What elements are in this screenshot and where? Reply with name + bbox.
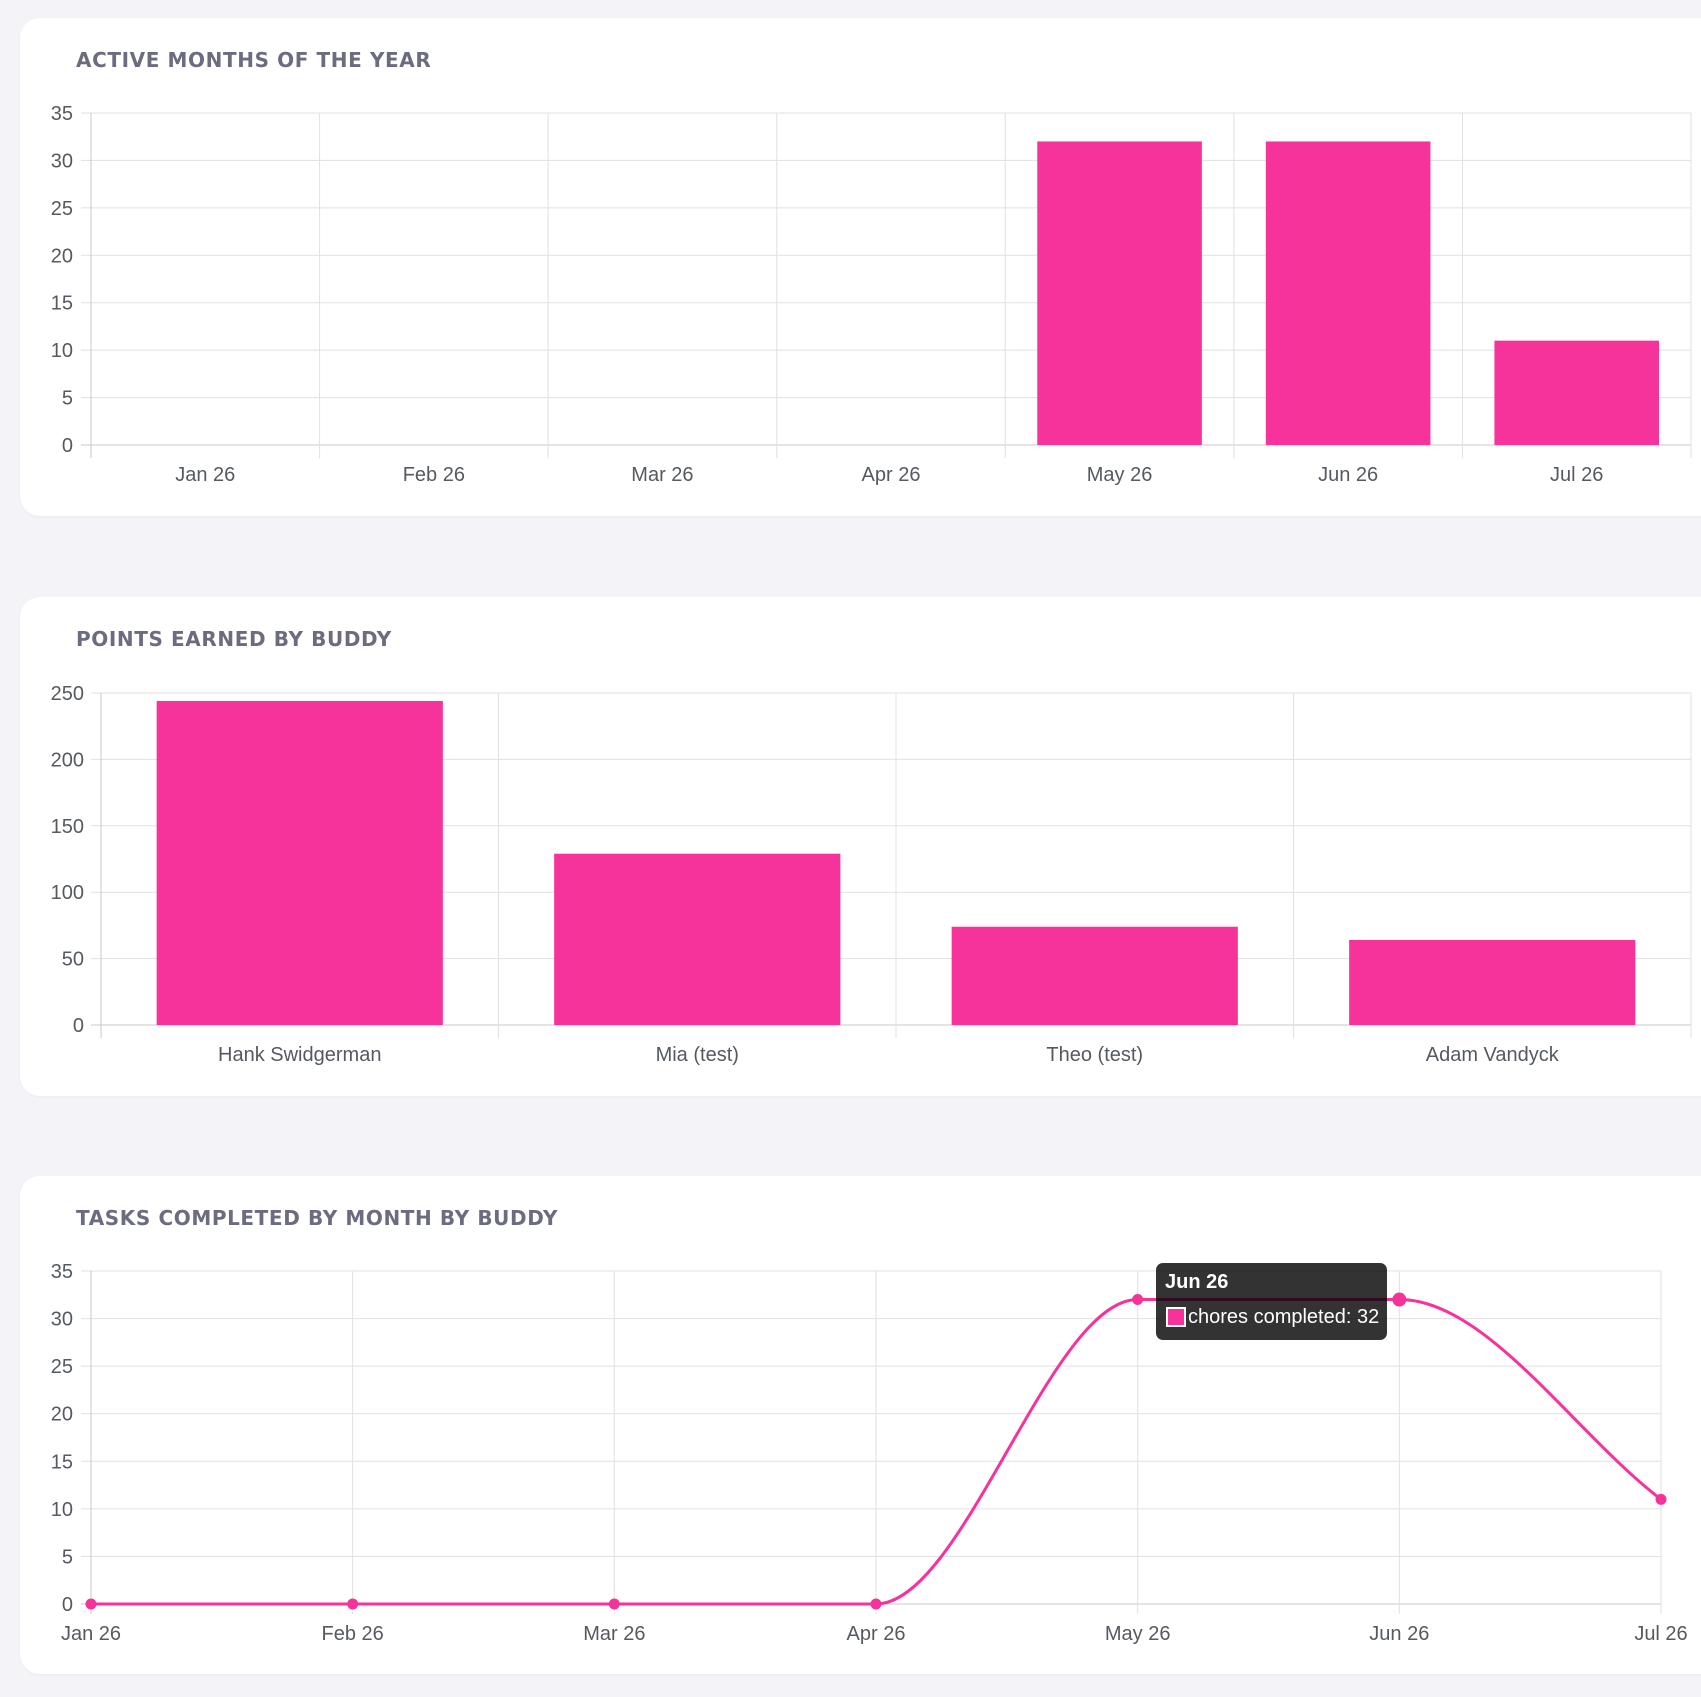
bar-adam-vandyck [1349,940,1636,1025]
x-tick-label: Jun 26 [1318,464,1378,486]
y-tick-label: 20 [51,245,73,267]
y-tick-label: 15 [51,293,73,315]
tasks-completed-card: TASKS COMPLETED BY MONTH BY BUDDY 0 5 10 15… [20,1176,1701,1674]
x-tick-label: Jan 26 [175,464,235,486]
x-tick-label: Adam Vandyck [1426,1044,1560,1066]
data-point-jun-26 [1392,1292,1407,1307]
tooltip-color-swatch [1166,1307,1186,1327]
x-tick-label: May 26 [1105,1623,1171,1645]
bar-mia-test [554,853,841,1025]
y-tick-label: 250 [51,683,84,705]
data-point-mar-26 [608,1598,620,1610]
x-tick-label: Jun 26 [1369,1623,1429,1645]
y-tick-label: 20 [51,1404,73,1426]
x-tick-label: Jan 26 [61,1623,121,1645]
y-tick-label: 100 [51,882,84,904]
y-tick-label: 35 [51,103,73,125]
y-tick-label: 30 [51,1309,73,1331]
x-tick-label: Jul 26 [1550,464,1603,486]
y-tick-label: 5 [62,1546,73,1568]
x-tick-label: Feb 26 [403,464,465,486]
x-tick-label: Apr 26 [847,1623,906,1645]
data-point-may-26 [1132,1294,1144,1306]
tooltip-title: Jun 26 [1165,1271,1229,1293]
bar-theo-test [951,926,1238,1025]
y-tick-label: 10 [51,340,73,362]
x-tick-label: Apr 26 [862,464,921,486]
y-tick-label: 25 [51,1356,73,1378]
active-months-bar-chart: 0 5 10 15 20 25 30 35 Jan 26 Feb 26 Mar 26 Apr 26 Ma… [51,103,1692,486]
y-tick-label: 150 [51,816,84,838]
active-months-card: ACTIVE MONTHS OF THE YEAR 0 5 10 15 20 25 30 35… [20,18,1701,516]
bar-hank-swidgerman [156,700,443,1025]
data-point-apr-26 [870,1598,882,1610]
x-tick-label: May 26 [1087,464,1153,486]
bar-may-26 [1037,141,1202,445]
y-tick-label: 0 [62,1594,73,1616]
bar-jul-26 [1494,340,1659,445]
data-point-jan-26 [85,1598,97,1610]
x-tick-label: Hank Swidgerman [218,1044,381,1066]
chart-tooltip: Jun 26 chores completed: 32 [1156,1263,1387,1340]
x-tick-label: Mar 26 [583,1623,645,1645]
points-earned-card: POINTS EARNED BY BUDDY 0 50 100 150 200 250 Ha… [20,597,1701,1096]
y-tick-label: 10 [51,1499,73,1521]
y-tick-label: 0 [73,1015,84,1037]
y-tick-label: 50 [62,949,84,971]
y-tick-label: 25 [51,198,73,220]
tasks-completed-line-chart: 0 5 10 15 20 25 30 35 Jan 26 Feb 26 Mar 26 Apr 26 Ma… [51,1261,1688,1645]
data-point-jul-26 [1655,1493,1667,1505]
y-tick-label: 35 [51,1261,73,1283]
data-point-feb-26 [347,1598,359,1610]
points-earned-bar-chart: 0 50 100 150 200 250 Hank Swidgerman Mia (test)… [51,683,1692,1066]
chart-title: POINTS EARNED BY BUDDY [76,627,392,651]
y-tick-label: 30 [51,150,73,172]
y-tick-label: 0 [62,435,73,457]
x-tick-label: Feb 26 [322,1623,384,1645]
x-tick-label: Theo (test) [1046,1044,1143,1066]
y-tick-label: 15 [51,1451,73,1473]
bar-jun-26 [1265,141,1431,445]
tooltip-label: chores completed: 32 [1188,1306,1380,1328]
x-tick-label: Jul 26 [1634,1623,1687,1645]
x-tick-label: Mia (test) [656,1044,739,1066]
y-tick-label: 200 [51,749,84,771]
y-tick-label: 5 [62,388,73,410]
chart-title: ACTIVE MONTHS OF THE YEAR [76,48,432,72]
chart-title: TASKS COMPLETED BY MONTH BY BUDDY [76,1206,559,1230]
x-tick-label: Mar 26 [631,464,693,486]
